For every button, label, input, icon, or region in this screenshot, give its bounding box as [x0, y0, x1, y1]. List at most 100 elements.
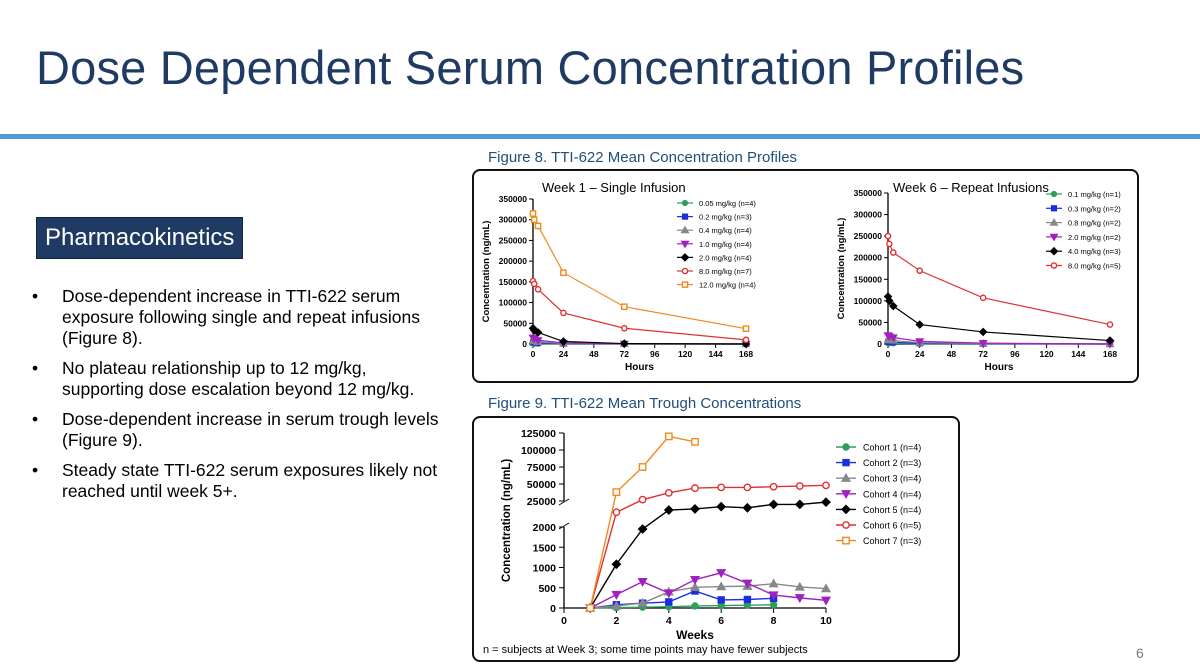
data-point	[586, 604, 595, 612]
legend-marker	[1049, 218, 1059, 226]
y-tick-label: 250000	[499, 235, 528, 245]
legend-marker	[842, 521, 850, 529]
y-tick-label: 75000	[527, 462, 556, 474]
data-point	[822, 481, 830, 490]
legend-marker	[842, 458, 850, 467]
data-point	[529, 210, 537, 217]
legend-label: 4.0 mg/kg (n=3)	[1068, 247, 1121, 256]
y-tick-label: 50000	[527, 479, 556, 491]
data-point	[530, 280, 538, 288]
legend-marker	[842, 443, 850, 451]
y-tick-label: 350000	[499, 194, 528, 204]
figure9-frame: 0 500 1000 1500 2000 25000 50000 75000 100000 125…	[472, 416, 960, 662]
data-point	[742, 325, 750, 332]
legend-marker	[840, 472, 852, 482]
data-point	[637, 524, 648, 534]
legend-marker	[680, 225, 690, 234]
data-point	[821, 497, 831, 508]
data-point	[691, 484, 699, 492]
x-tick-label: 24	[915, 349, 925, 359]
section-header: Pharmacokinetics	[36, 217, 244, 259]
x-tick-label: 0	[531, 349, 536, 359]
data-point	[820, 583, 832, 593]
title-rule	[0, 134, 1200, 139]
data-point	[611, 590, 622, 600]
legend-label: 1.0 mg/kg (n=4)	[699, 240, 752, 249]
legend-label: 0.1 mg/kg (n=1)	[1068, 190, 1121, 199]
series-line	[589, 572, 827, 609]
series-line	[589, 484, 827, 609]
data-point	[620, 303, 628, 311]
y-tick-label: 100000	[854, 296, 883, 306]
data-point	[559, 337, 568, 346]
data-point	[820, 596, 832, 606]
legend-marker	[681, 267, 689, 275]
data-point	[533, 328, 543, 337]
data-point	[638, 495, 647, 504]
legend-marker	[680, 253, 690, 262]
x-tick-label: 144	[708, 349, 722, 359]
data-point	[795, 482, 804, 490]
data-point	[534, 286, 542, 293]
data-point	[979, 294, 987, 302]
y-tick-label: 150000	[499, 277, 528, 287]
series-line	[590, 604, 774, 609]
data-point	[690, 504, 700, 514]
legend-marker	[1050, 190, 1058, 198]
x-tick-label: 168	[739, 349, 753, 359]
legend-marker	[1049, 233, 1059, 242]
data-point	[1105, 336, 1115, 345]
y-tick-label: 250000	[854, 231, 883, 241]
data-point	[716, 569, 727, 578]
data-point	[743, 595, 752, 604]
y-tick-label: 25000	[527, 496, 556, 508]
data-point	[742, 502, 753, 513]
data-point	[689, 582, 701, 592]
data-point	[664, 488, 673, 497]
x-tick-label: 8	[771, 615, 777, 627]
legend-marker	[842, 536, 850, 545]
legend-label: Cohort 5 (n=4)	[863, 505, 921, 515]
data-point	[717, 596, 725, 604]
y-tick-label: 50000	[858, 317, 882, 327]
chart-title: Week 1 – Single Infusion	[542, 180, 686, 195]
data-point	[716, 501, 727, 512]
data-point	[637, 597, 648, 607]
data-point	[915, 338, 925, 347]
data-point	[794, 499, 805, 510]
data-point	[612, 508, 621, 517]
data-point	[717, 483, 726, 492]
figure9-svg: 0 500 1000 1500 2000 25000 50000 75000 100000 125…	[501, 428, 921, 642]
bullet-marker: •	[32, 286, 39, 306]
y-tick-label: 200000	[854, 253, 883, 263]
x-tick-label: 10	[820, 615, 832, 627]
bullet-item: • No plateau relationship up to 12 mg/kg,…	[30, 358, 450, 400]
y-axis-label: Concentration (ng/mL)	[501, 459, 513, 582]
data-point	[884, 232, 892, 240]
legend-label: 0.4 mg/kg (n=4)	[699, 226, 752, 235]
bullet-text: Dose-dependent increase in TTI-622 serum…	[62, 286, 421, 348]
x-tick-label: 0	[886, 349, 891, 359]
legend-label: 0.3 mg/kg (n=2)	[1068, 204, 1121, 213]
legend-label: Cohort 1 (n=4)	[863, 443, 921, 453]
legend-marker	[841, 504, 851, 515]
y-tick-label: 150000	[854, 274, 883, 284]
x-tick-label: 144	[1071, 349, 1085, 359]
x-tick-label: 2	[613, 615, 619, 627]
y-tick-label: 0	[550, 603, 556, 615]
chart-title: Week 6 – Repeat Infusions	[893, 180, 1049, 195]
legend-label: 12.0 mg/kg (n=4)	[699, 281, 756, 290]
legend-marker	[681, 281, 689, 288]
axis-break-mark	[558, 522, 570, 530]
data-point	[978, 340, 988, 348]
data-point	[533, 337, 543, 345]
bullet-item: • Dose-dependent increase in TTI-622 seru…	[30, 286, 450, 349]
bullet-marker: •	[32, 358, 39, 378]
data-point	[534, 222, 542, 230]
data-point	[768, 578, 779, 588]
data-point	[560, 309, 567, 317]
x-tick-label: 96	[650, 349, 660, 359]
bullet-list: • Dose-dependent increase in TTI-622 seru…	[30, 286, 450, 511]
legend-marker	[1050, 262, 1058, 269]
data-point	[611, 600, 622, 610]
